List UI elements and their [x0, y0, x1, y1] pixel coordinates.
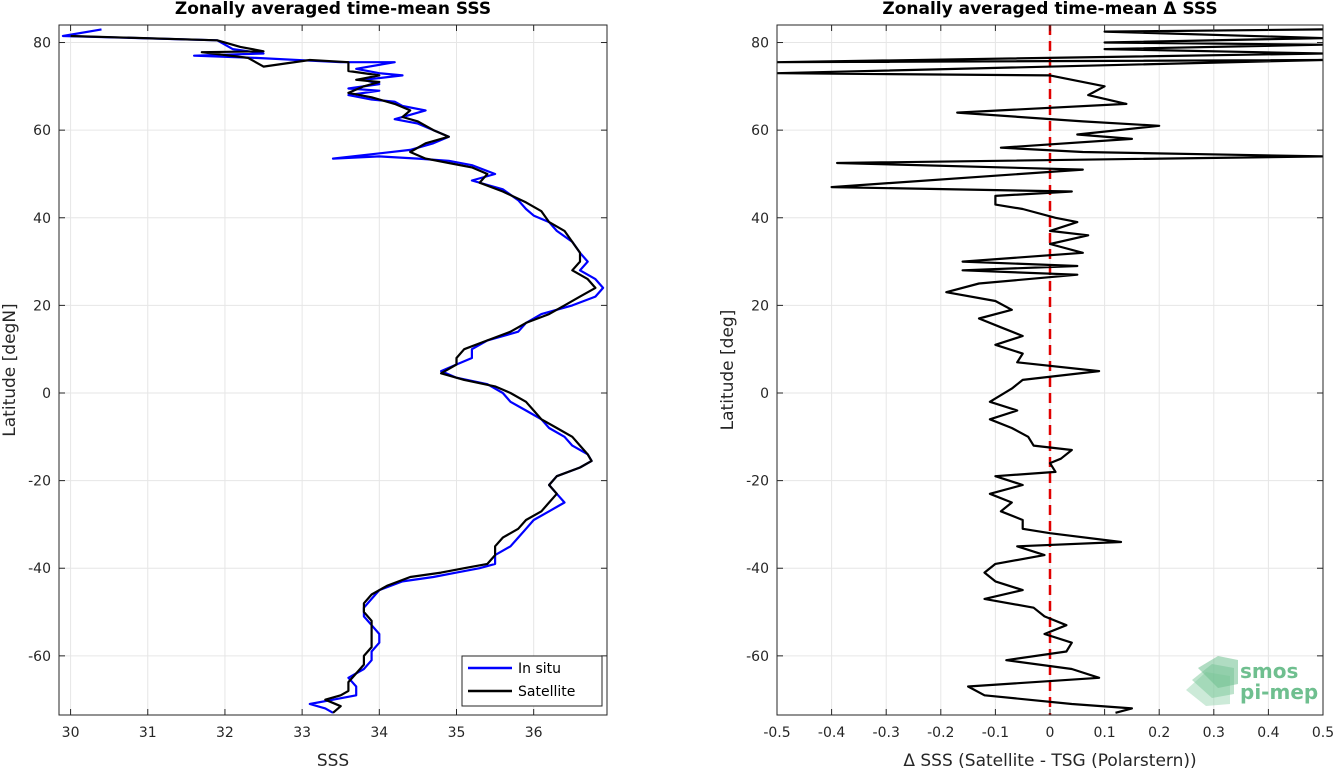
- legend-label-satellite: Satellite: [518, 684, 575, 700]
- series-delta-sss: [777, 28, 1323, 714]
- smos-pi-mep-logo: smos pi-mep: [1186, 656, 1318, 706]
- x-tick-label: -0.2: [927, 725, 954, 741]
- series-line-satellite: [70, 34, 597, 714]
- x-tick-label: 32: [216, 725, 234, 741]
- y-tick-label: 40: [33, 211, 51, 227]
- x-tick-label: 0.2: [1148, 725, 1170, 741]
- chart-title-delta-sss: Zonally averaged time-mean Δ SSS: [882, 0, 1217, 19]
- x-tick-label: 34: [370, 725, 388, 741]
- y-tick-label: 80: [751, 36, 769, 52]
- x-tick-label: 0: [1046, 725, 1055, 741]
- x-tick-label: 33: [293, 725, 311, 741]
- smos-pi-mep-logo-icon: [1186, 656, 1238, 706]
- x-tick-label: -0.1: [982, 725, 1009, 741]
- series-sss: [61, 28, 605, 714]
- axes-frame-sss: [58, 24, 608, 716]
- panel-sss: Zonally averaged time-mean SSS 30 31 32 33 3…: [0, 0, 608, 769]
- y-tick-label: -40: [28, 561, 51, 577]
- x-tick-label: -0.5: [763, 725, 790, 741]
- y-tick-label: 20: [33, 298, 51, 314]
- chart-title-sss: Zonally averaged time-mean SSS: [175, 0, 491, 19]
- y-tick-label: 0: [760, 386, 769, 402]
- y-tick-label: 80: [33, 36, 51, 52]
- x-tick-label: 31: [139, 725, 157, 741]
- legend-label-insitu: In situ: [518, 661, 561, 677]
- panel-delta-sss: Zonally averaged time-mean Δ SSS smos pi…: [718, 0, 1334, 769]
- plot-area-sss: [59, 25, 607, 715]
- x-tick-label: 30: [62, 725, 80, 741]
- y-tick-label: -20: [746, 474, 769, 490]
- x-tick-label: 0.4: [1257, 725, 1279, 741]
- x-tick-label: 0.3: [1203, 725, 1225, 741]
- x-tick-label: 36: [525, 725, 543, 741]
- y-tick-label: 40: [751, 211, 769, 227]
- y-tick-label: -60: [28, 649, 51, 665]
- y-tick-label: 20: [751, 298, 769, 314]
- legend-box: [461, 655, 603, 707]
- legend: In situ Satellite: [461, 655, 603, 707]
- y-tick-label: -40: [746, 561, 769, 577]
- y-tick-label: -60: [746, 649, 769, 665]
- x-axis-label-delta-sss: Δ SSS (Satellite - TSG (Polarstern)): [903, 751, 1196, 769]
- y-tick-label: 0: [42, 386, 51, 402]
- grid-sss: [59, 25, 607, 715]
- x-tick-label: 0.1: [1093, 725, 1115, 741]
- x-axis-label-sss: SSS: [317, 751, 349, 769]
- ticks-delta-sss: -0.5 -0.4 -0.3 -0.2 -0.1 0 0.1 0.2 0.3 0.4 0.5 -60 -…: [746, 25, 1334, 741]
- y-tick-label: -20: [28, 474, 51, 490]
- x-tick-label: -0.4: [818, 725, 845, 741]
- logo-text-smos: smos: [1240, 659, 1298, 683]
- y-tick-label: 60: [33, 123, 51, 139]
- x-tick-label: 35: [448, 725, 466, 741]
- series-line-delta-sss: [777, 28, 1323, 714]
- x-tick-label: -0.3: [873, 725, 900, 741]
- y-tick-label: 60: [751, 123, 769, 139]
- y-axis-label-delta-sss: Latitude [deg]: [718, 310, 738, 431]
- x-tick-label: 0.5: [1312, 725, 1334, 741]
- logo-text-pi-mep: pi-mep: [1240, 680, 1318, 704]
- y-axis-label-sss: Latitude [degN]: [0, 303, 20, 436]
- ticks-sss: 30 31 32 33 34 35 36 -60 -40 -20 0 20 40 60 80: [28, 25, 607, 741]
